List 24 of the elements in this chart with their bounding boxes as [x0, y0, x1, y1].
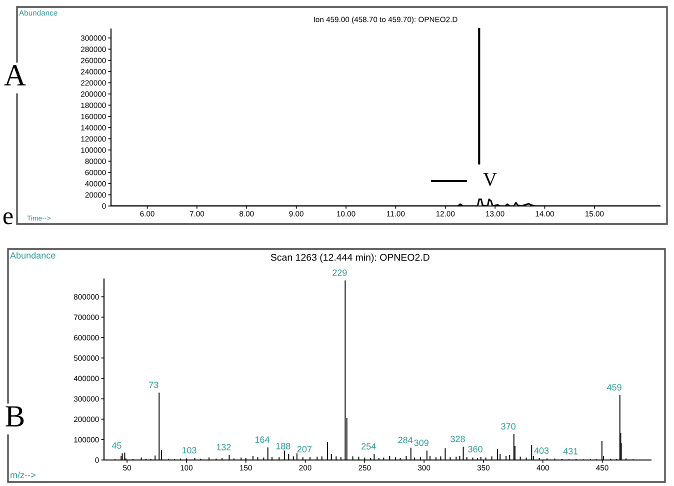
annotation: 309 [414, 440, 428, 446]
y-axis-title: Abundance [10, 252, 56, 259]
chart-title: Scan 1263 (12.444 min): OPNEO2.D [270, 254, 430, 263]
annotation: 284 [398, 436, 413, 444]
annotation: 360 [468, 446, 482, 452]
annotation: 73 [149, 382, 158, 388]
annotation: 328 [450, 436, 465, 442]
text: B [6, 406, 24, 426]
annotation: 431 [563, 448, 578, 454]
annotation: 370 [501, 423, 516, 430]
annotation: 207 [297, 446, 312, 452]
annotation: 459 [606, 384, 622, 391]
text: e [3, 212, 13, 224]
annotation: 103 [182, 447, 196, 454]
text: A [4, 65, 26, 86]
annotation: 45 [112, 442, 122, 449]
annotation: 254 [362, 443, 376, 450]
annotation: 188 [276, 442, 290, 450]
x-axis-title: m/z--> [10, 472, 36, 478]
annotation: 403 [534, 447, 549, 454]
annotation: 132 [216, 444, 231, 450]
annotation: 164 [255, 436, 270, 443]
annotation: V [483, 172, 497, 186]
annotation: 229 [332, 269, 347, 276]
